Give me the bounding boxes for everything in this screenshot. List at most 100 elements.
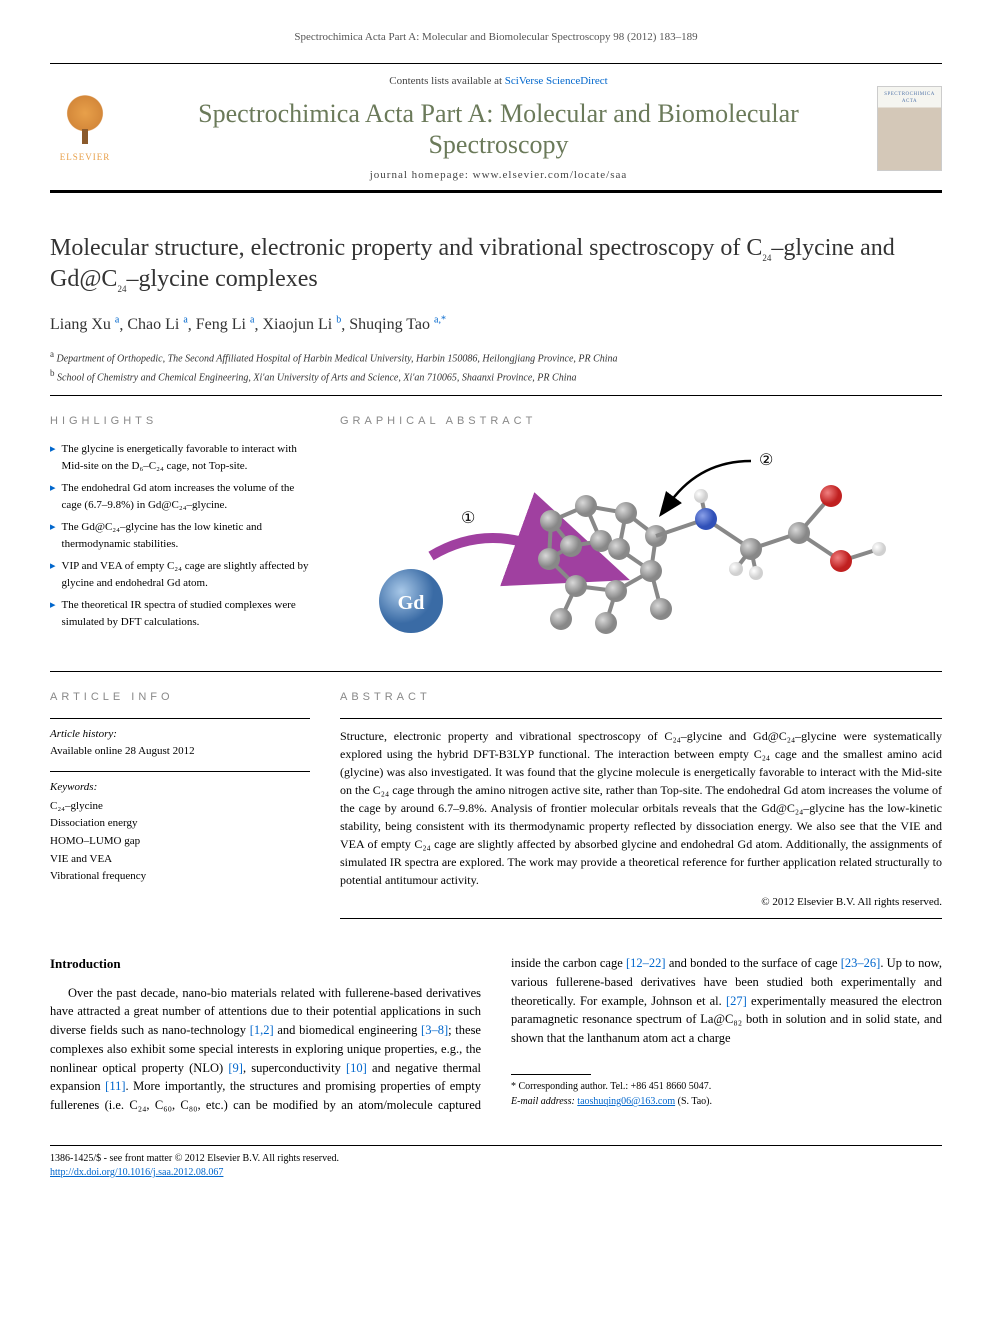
rule	[50, 395, 942, 396]
elsevier-logo: ELSEVIER	[50, 89, 120, 169]
corresp-label: Corresponding author. Tel.: +86 451 8660…	[519, 1081, 712, 1092]
arrow-2	[671, 461, 751, 501]
arrow-1	[431, 538, 536, 556]
keyword: Dissociation energy	[50, 815, 310, 833]
highlight-item: The Gd@C₂₄–glycine has the low kinetic a…	[50, 519, 310, 552]
affiliation-a: a Department of Orthopedic, The Second A…	[50, 348, 942, 366]
highlight-item: The endohedral Gd atom increases the vol…	[50, 480, 310, 513]
text: ; these	[448, 1023, 481, 1037]
highlights-list: The glycine is energetically favorable t…	[50, 441, 310, 630]
text: and biomedical engineering	[274, 1023, 421, 1037]
text: and bonded to the surface of cage	[666, 956, 841, 970]
keyword: Vibrational frequency	[50, 868, 310, 886]
ref-link[interactable]: [10]	[346, 1061, 367, 1075]
ref-link[interactable]: [23–26]	[841, 956, 881, 970]
author-name: Xiaojun Li	[262, 316, 332, 333]
email-label: E-mail address:	[511, 1096, 575, 1107]
issn-line: 1386-1425/$ - see front matter © 2012 El…	[50, 1152, 339, 1166]
hydrogen-atom	[694, 489, 708, 503]
highlight-item: The theoretical IR spectra of studied co…	[50, 597, 310, 630]
email-link[interactable]: taoshuqing06@163.com	[577, 1096, 675, 1107]
email-suffix: (S. Tao).	[678, 1096, 712, 1107]
hydrogen-atom	[872, 542, 886, 556]
graphical-column: GRAPHICAL ABSTRACT	[340, 414, 942, 661]
text: , superconductivity	[243, 1061, 346, 1075]
authors-line: Liang Xu a, Chao Li a, Feng Li a, Xiaoju…	[50, 314, 942, 337]
title-part: –glycine complexes	[126, 266, 317, 292]
cage-atoms	[538, 495, 672, 634]
author-name: Feng Li	[196, 316, 246, 333]
affiliation-text: Department of Orthopedic, The Second Aff…	[57, 354, 618, 365]
author: Feng Li a	[196, 316, 255, 333]
arrow-1-label: ①	[461, 510, 475, 527]
footer-left: 1386-1425/$ - see front matter © 2012 El…	[50, 1152, 339, 1180]
abstract-text: Structure, electronic property and vibra…	[340, 727, 942, 889]
history-label: Article history:	[50, 727, 310, 742]
author-aff: a,*	[434, 315, 446, 326]
contents-line: Contents lists available at SciVerse Sci…	[135, 74, 862, 89]
carbon-atom	[788, 522, 810, 544]
homepage-prefix: journal homepage:	[370, 169, 473, 181]
ref-link[interactable]: [1,2]	[250, 1023, 274, 1037]
highlight-text: The glycine is energetically favorable t…	[62, 441, 310, 474]
title-part: Molecular structure, electronic property…	[50, 235, 762, 261]
author-aff: b	[336, 315, 341, 326]
ref-link[interactable]: [27]	[726, 994, 747, 1008]
carbon-atom	[740, 538, 762, 560]
oxygen-atom	[820, 485, 842, 507]
keyword: HOMO–LUMO gap	[50, 833, 310, 851]
highlight-text: VIP and VEA of empty C₂₄ cage are slight…	[62, 558, 310, 591]
homepage-url: www.elsevier.com/locate/saa	[473, 169, 628, 181]
corresp-symbol: *	[511, 1081, 516, 1092]
author-aff: a	[250, 315, 254, 326]
journal-title: Spectrochimica Acta Part A: Molecular an…	[135, 98, 862, 160]
hydrogen-atom	[729, 562, 743, 576]
keywords-list: C₂₄–glycine Dissociation energy HOMO–LUM…	[50, 798, 310, 886]
article-info-heading: ARTICLE INFO	[50, 690, 310, 705]
history-text: Available online 28 August 2012	[50, 744, 310, 759]
author-aff: a	[183, 315, 187, 326]
author-aff: a	[115, 315, 119, 326]
info-abstract-row: ARTICLE INFO Article history: Available …	[50, 690, 942, 919]
cover-label: SPECTROCHIMICA ACTA	[878, 91, 941, 105]
affiliation-b: b School of Chemistry and Chemical Engin…	[50, 367, 942, 385]
sciencedirect-link[interactable]: SciVerse ScienceDirect	[505, 75, 608, 87]
contents-prefix: Contents lists available at	[389, 75, 504, 87]
corresponding-author: * Corresponding author. Tel.: +86 451 86…	[511, 1068, 942, 1109]
article-info-column: ARTICLE INFO Article history: Available …	[50, 690, 310, 919]
highlight-item: VIP and VEA of empty C₂₄ cage are slight…	[50, 558, 310, 591]
highlights-column: HIGHLIGHTS The glycine is energetically …	[50, 414, 310, 661]
introduction-section: Introduction Over the past decade, nano-…	[50, 954, 942, 1115]
article-title: Molecular structure, electronic property…	[50, 233, 942, 296]
highlight-text: The endohedral Gd atom increases the vol…	[62, 480, 310, 513]
keyword: VIE and VEA	[50, 851, 310, 869]
journal-center-block: Contents lists available at SciVerse Sci…	[135, 74, 862, 183]
ref-link[interactable]: [3–8]	[421, 1023, 448, 1037]
arrow-2-label: ②	[759, 452, 773, 469]
hydrogen-atom	[749, 566, 763, 580]
author: Chao Li a	[127, 316, 187, 333]
doi-link[interactable]: http://dx.doi.org/10.1016/j.saa.2012.08.…	[50, 1167, 223, 1178]
abstract-heading: ABSTRACT	[340, 690, 942, 705]
elsevier-tree-icon	[60, 94, 110, 149]
running-header: Spectrochimica Acta Part A: Molecular an…	[50, 30, 942, 45]
ref-link[interactable]: [11]	[105, 1079, 125, 1093]
highlights-heading: HIGHLIGHTS	[50, 414, 310, 429]
highlights-graphical-row: HIGHLIGHTS The glycine is energetically …	[50, 414, 942, 661]
author: Xiaojun Li b	[262, 316, 341, 333]
highlight-item: The glycine is energetically favorable t…	[50, 441, 310, 474]
keyword: C₂₄–glycine	[50, 798, 310, 816]
corresp-line: * Corresponding author. Tel.: +86 451 86…	[511, 1079, 942, 1094]
author: Liang Xu a	[50, 316, 119, 333]
author: Shuqing Tao a,*	[349, 316, 446, 333]
ref-link[interactable]: [12–22]	[626, 956, 666, 970]
molecule-diagram: Gd ①	[340, 441, 942, 641]
abstract-column: ABSTRACT Structure, electronic property …	[340, 690, 942, 919]
ref-link[interactable]: [9]	[228, 1061, 243, 1075]
intro-heading: Introduction	[50, 954, 481, 974]
homepage-line: journal homepage: www.elsevier.com/locat…	[135, 168, 862, 183]
graphical-heading: GRAPHICAL ABSTRACT	[340, 414, 942, 429]
highlight-text: The Gd@C₂₄–glycine has the low kinetic a…	[62, 519, 310, 552]
corresp-email-line: E-mail address: taoshuqing06@163.com (S.…	[511, 1094, 942, 1109]
copyright: © 2012 Elsevier B.V. All rights reserved…	[340, 895, 942, 910]
